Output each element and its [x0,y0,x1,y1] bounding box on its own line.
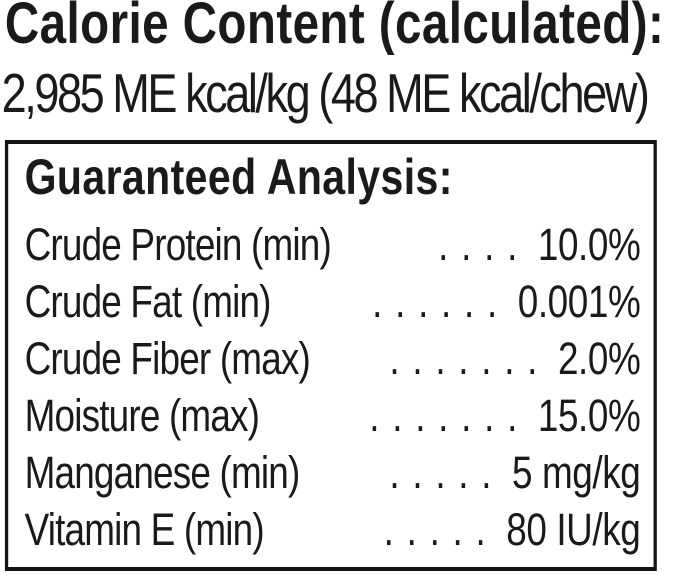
nutrient-value: 0.001% [517,276,641,327]
analysis-row-crude-fat: Crude Fat (min) . . . . . . 0.001% [25,273,641,330]
guaranteed-analysis-box: Guaranteed Analysis: Crude Protein (min)… [4,140,657,571]
row-right: . . . . . . . 15.0% [369,387,641,444]
nutrient-label: Moisture (max) [24,390,260,441]
dot-leader: . . . . . . [372,276,497,327]
row-right: . . . . . 80 IU/kg [384,501,641,558]
analysis-row-crude-fiber: Crude Fiber (max) . . . . . . . 2.0% [25,330,641,387]
nutrient-label: Manganese (min) [24,447,301,498]
calorie-content-title: Calorie Content (calculated): [4,0,665,56]
dot-leader: . . . . . [389,447,491,498]
nutrient-label: Crude Protein (min) [24,219,332,270]
nutrient-value: 15.0% [537,390,641,441]
dot-leader: . . . . . [383,504,486,555]
guaranteed-analysis-table: Crude Protein (min) . . . . 10.0% Crude … [25,216,641,558]
analysis-row-moisture: Moisture (max) . . . . . . . 15.0% [25,387,641,444]
analysis-row-vitamin-e: Vitamin E (min) . . . . . 80 IU/kg [25,501,641,558]
guaranteed-analysis-title: Guaranteed Analysis: [24,149,453,205]
nutrient-value: 5 mg/kg [512,447,641,498]
nutrient-label: Vitamin E (min) [24,504,265,555]
nutrient-value: 10.0% [537,219,641,270]
analysis-row-manganese: Manganese (min) . . . . . 5 mg/kg [25,444,641,501]
calorie-content-value: 2,985 ME kcal/kg (48 ME kcal/chew) [1,62,650,124]
analysis-row-crude-protein: Crude Protein (min) . . . . 10.0% [25,216,641,273]
row-right: . . . . . . . 2.0% [389,330,640,387]
row-right: . . . . 10.0% [438,216,641,273]
nutrient-label: Crude Fiber (max) [24,333,311,384]
dot-leader: . . . . . . . [369,390,517,441]
dot-leader: . . . . [438,219,517,270]
row-right: . . . . . . 0.001% [372,273,641,330]
nutrient-label: Crude Fat (min) [24,276,272,327]
row-right: . . . . . 5 mg/kg [389,444,640,501]
dot-leader: . . . . . . . [389,333,537,384]
nutrient-value: 2.0% [557,333,641,384]
nutrient-value: 80 IU/kg [506,504,641,555]
